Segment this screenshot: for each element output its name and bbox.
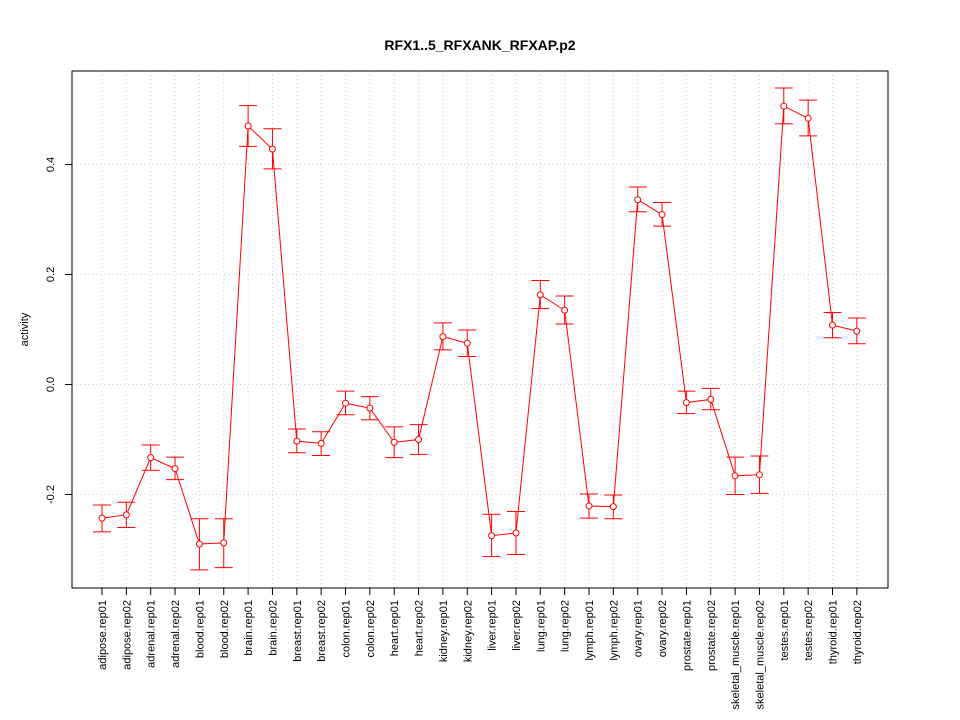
data-point — [147, 454, 155, 462]
x-tick-label: prostate.rep02 — [706, 600, 718, 671]
data-point — [755, 471, 763, 479]
x-tick-label: brain.rep01 — [243, 600, 255, 656]
x-tick-label: thyroid.rep02 — [852, 600, 864, 664]
data-point — [829, 321, 836, 329]
data-point — [195, 540, 203, 548]
x-tick-label: blood.rep02 — [219, 600, 231, 658]
data-point — [171, 465, 179, 473]
x-tick-label: heart.rep01 — [389, 600, 401, 656]
data-point — [488, 532, 496, 540]
data-point — [342, 399, 349, 407]
data-point — [390, 438, 398, 446]
x-tick-label: kidney.rep01 — [438, 600, 450, 662]
x-tick-label: lung.rep02 — [560, 600, 572, 652]
grid-layer — [72, 71, 888, 588]
x-tick-label: adipose.rep01 — [97, 600, 109, 670]
data-point — [293, 437, 301, 445]
x-tick-label: skeletal_muscle.rep01 — [730, 600, 742, 709]
x-tick-label: kidney.rep02 — [462, 600, 474, 662]
chart-title: RFX1..5_RFXANK_RFXAP.p2 — [384, 37, 575, 53]
series-line — [101, 105, 857, 545]
x-tick-label: testes.rep02 — [803, 600, 815, 661]
x-tick-label: lymph.rep01 — [584, 600, 596, 661]
data-point — [512, 529, 520, 537]
plot-frame — [71, 70, 889, 589]
data-point — [561, 306, 569, 314]
x-tick-label: breast.rep01 — [292, 600, 304, 662]
data-point — [463, 339, 471, 347]
x-axis: adipose.rep01 adipose.rep02 adrenal.rep01 a… — [97, 587, 864, 709]
data-point — [682, 399, 690, 407]
y-axis-label: activity — [19, 312, 31, 346]
data-point — [244, 122, 252, 130]
x-tick-label: blood.rep01 — [194, 600, 206, 658]
x-tick-label: liver.rep01 — [487, 600, 499, 651]
x-tick-label: prostate.rep01 — [681, 600, 693, 671]
data-point — [220, 539, 228, 547]
y-tick-label: 0.0 — [45, 377, 57, 392]
x-tick-label: thyroid.rep01 — [828, 600, 840, 664]
x-tick-label: ovary.rep02 — [657, 600, 669, 657]
x-tick-label: heart.rep02 — [414, 600, 426, 656]
y-axis: -0.2 0.0 0.2 0.4 — [45, 157, 73, 504]
x-tick-label: breast.rep02 — [316, 600, 328, 662]
data-point — [585, 502, 593, 510]
x-tick-label: ovary.rep01 — [633, 600, 645, 657]
data-point — [268, 145, 276, 153]
x-tick-label: adipose.rep02 — [121, 600, 133, 670]
x-tick-label: lymph.rep02 — [608, 600, 620, 661]
x-tick-label: colon.rep01 — [341, 600, 353, 658]
y-tick-label: 0.2 — [45, 267, 57, 282]
data-point — [853, 327, 861, 335]
data-point — [731, 472, 739, 480]
data-point — [658, 211, 666, 219]
data-point — [98, 514, 106, 522]
x-tick-label: skeletal_muscle.rep02 — [754, 600, 766, 709]
data-point — [366, 404, 374, 412]
data-point — [634, 196, 642, 204]
data-point — [707, 395, 715, 403]
data-point — [609, 503, 617, 511]
y-tick-label: 0.4 — [45, 157, 57, 172]
x-tick-label: adrenal.rep02 — [170, 600, 182, 668]
series-layer — [93, 87, 866, 571]
x-tick-label: adrenal.rep01 — [146, 600, 158, 668]
x-tick-label: testes.rep01 — [779, 600, 791, 661]
x-tick-label: brain.rep02 — [267, 600, 279, 656]
data-point — [122, 511, 130, 519]
data-point — [317, 439, 325, 447]
x-tick-label: colon.rep02 — [365, 600, 377, 658]
data-point — [415, 436, 423, 443]
data-point — [804, 114, 812, 122]
data-point — [780, 102, 788, 110]
x-tick-label: lung.rep01 — [535, 600, 547, 652]
data-point — [536, 291, 544, 299]
x-tick-label: liver.rep02 — [511, 600, 523, 651]
data-point — [439, 333, 447, 341]
y-tick-label: -0.2 — [45, 485, 57, 504]
